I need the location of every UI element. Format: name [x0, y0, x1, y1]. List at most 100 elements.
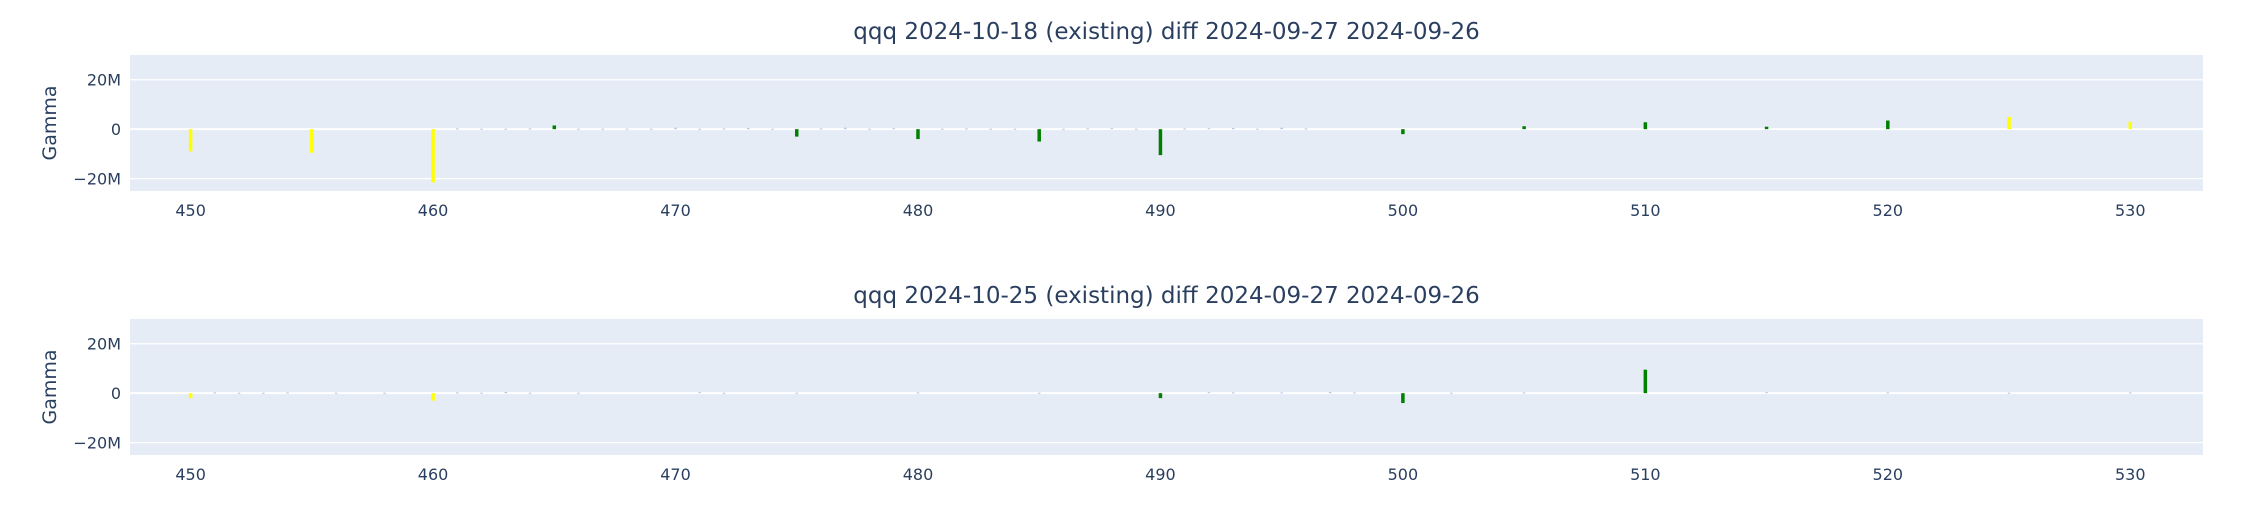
bar — [795, 392, 799, 394]
x-tick-label: 470 — [660, 465, 691, 484]
bar — [1037, 392, 1041, 394]
bar — [698, 392, 702, 394]
bar — [1304, 128, 1308, 130]
x-tick-label: 460 — [418, 201, 449, 220]
y-tick-label: 20M — [87, 71, 121, 90]
bar — [480, 128, 483, 130]
bar — [868, 128, 871, 130]
bar — [1522, 126, 1526, 130]
x-tick-label: 480 — [903, 465, 934, 484]
bar — [2007, 392, 2011, 394]
subplot-1-y-ticks: 20M 0 −20M — [73, 71, 121, 189]
bar — [1062, 128, 1065, 130]
subplot-2-y-axis-label: Gamma — [39, 349, 61, 424]
subplot-2-plot-area — [130, 319, 2203, 455]
bar — [650, 128, 653, 130]
bar — [1401, 129, 1405, 135]
bar — [1231, 127, 1235, 130]
bar — [286, 392, 289, 394]
bar — [1353, 392, 1356, 394]
x-tick-label: 530 — [2115, 201, 2146, 220]
bar — [1328, 391, 1332, 394]
bar — [431, 393, 435, 401]
x-tick-label: 520 — [1873, 201, 1904, 220]
bar — [1643, 122, 1648, 130]
bar — [237, 392, 241, 394]
bar — [504, 391, 508, 394]
x-tick-label: 500 — [1388, 201, 1419, 220]
x-tick-label: 450 — [175, 465, 206, 484]
bar — [601, 128, 605, 130]
x-tick-label: 510 — [1630, 201, 1661, 220]
bar — [916, 129, 920, 140]
bar — [310, 129, 314, 153]
subplot-1-plot-area — [130, 55, 2203, 191]
bar — [1765, 392, 1768, 394]
bar — [1158, 393, 1163, 399]
bar — [383, 392, 386, 394]
bar — [552, 125, 557, 130]
bar — [1207, 392, 1211, 394]
subplot-1-x-ticks: 450 460 470 480 490 500 510 520 530 — [175, 201, 2145, 220]
bar — [1110, 128, 1114, 130]
bar — [1886, 392, 1890, 394]
bar — [989, 128, 992, 130]
subplot-1: 20M 0 −20M 450 460 470 480 490 500 510 520 530 qqq… — [39, 19, 2203, 220]
bar — [1013, 128, 1017, 130]
bar — [213, 392, 217, 394]
bar — [262, 392, 265, 394]
x-tick-label: 530 — [2115, 465, 2146, 484]
bar — [965, 128, 968, 130]
x-tick-label: 490 — [1145, 201, 1176, 220]
x-tick-label: 520 — [1873, 465, 1904, 484]
bar — [1037, 129, 1041, 142]
bar — [771, 128, 774, 130]
bar — [431, 129, 435, 183]
bar — [2129, 392, 2132, 394]
y-tick-label: 0 — [111, 120, 121, 139]
subplot-2-x-ticks: 450 460 470 480 490 500 510 520 530 — [175, 465, 2145, 484]
bar — [722, 392, 726, 394]
bar — [1280, 392, 1283, 394]
bar — [819, 128, 823, 130]
bar — [1256, 128, 1259, 130]
bar — [747, 127, 750, 130]
x-tick-label: 510 — [1630, 465, 1661, 484]
bar — [722, 128, 726, 130]
bar — [674, 127, 677, 130]
x-tick-label: 480 — [903, 201, 934, 220]
bar — [795, 129, 799, 137]
bar — [480, 392, 483, 394]
bar — [1231, 392, 1235, 394]
bar — [2128, 121, 2133, 130]
subplot-2-bars — [188, 369, 2132, 404]
x-tick-label: 470 — [660, 201, 691, 220]
y-tick-label: −20M — [73, 434, 121, 453]
bar — [916, 392, 920, 394]
subplot-2-gridlines — [130, 343, 2203, 444]
bar — [1280, 127, 1283, 130]
bar — [504, 128, 508, 130]
bar — [1086, 128, 1089, 130]
bar — [1207, 128, 1211, 130]
bar — [577, 392, 580, 394]
bar — [1886, 120, 1890, 130]
x-tick-label: 450 — [175, 201, 206, 220]
bar — [188, 129, 193, 152]
bar — [1158, 129, 1163, 156]
bar — [456, 128, 459, 130]
bar — [1522, 392, 1526, 394]
x-tick-label: 490 — [1145, 465, 1176, 484]
bar — [843, 127, 847, 130]
bar — [188, 393, 193, 399]
bar — [1450, 392, 1453, 394]
bar — [1401, 393, 1405, 404]
bar — [334, 392, 338, 394]
bar — [940, 128, 944, 130]
bar — [528, 392, 532, 394]
subplot-1-bars — [188, 116, 2133, 183]
bar — [698, 128, 702, 130]
subplot-2-title: qqq 2024-10-25 (existing) diff 2024-09-2… — [853, 283, 1479, 309]
bar — [456, 392, 459, 394]
